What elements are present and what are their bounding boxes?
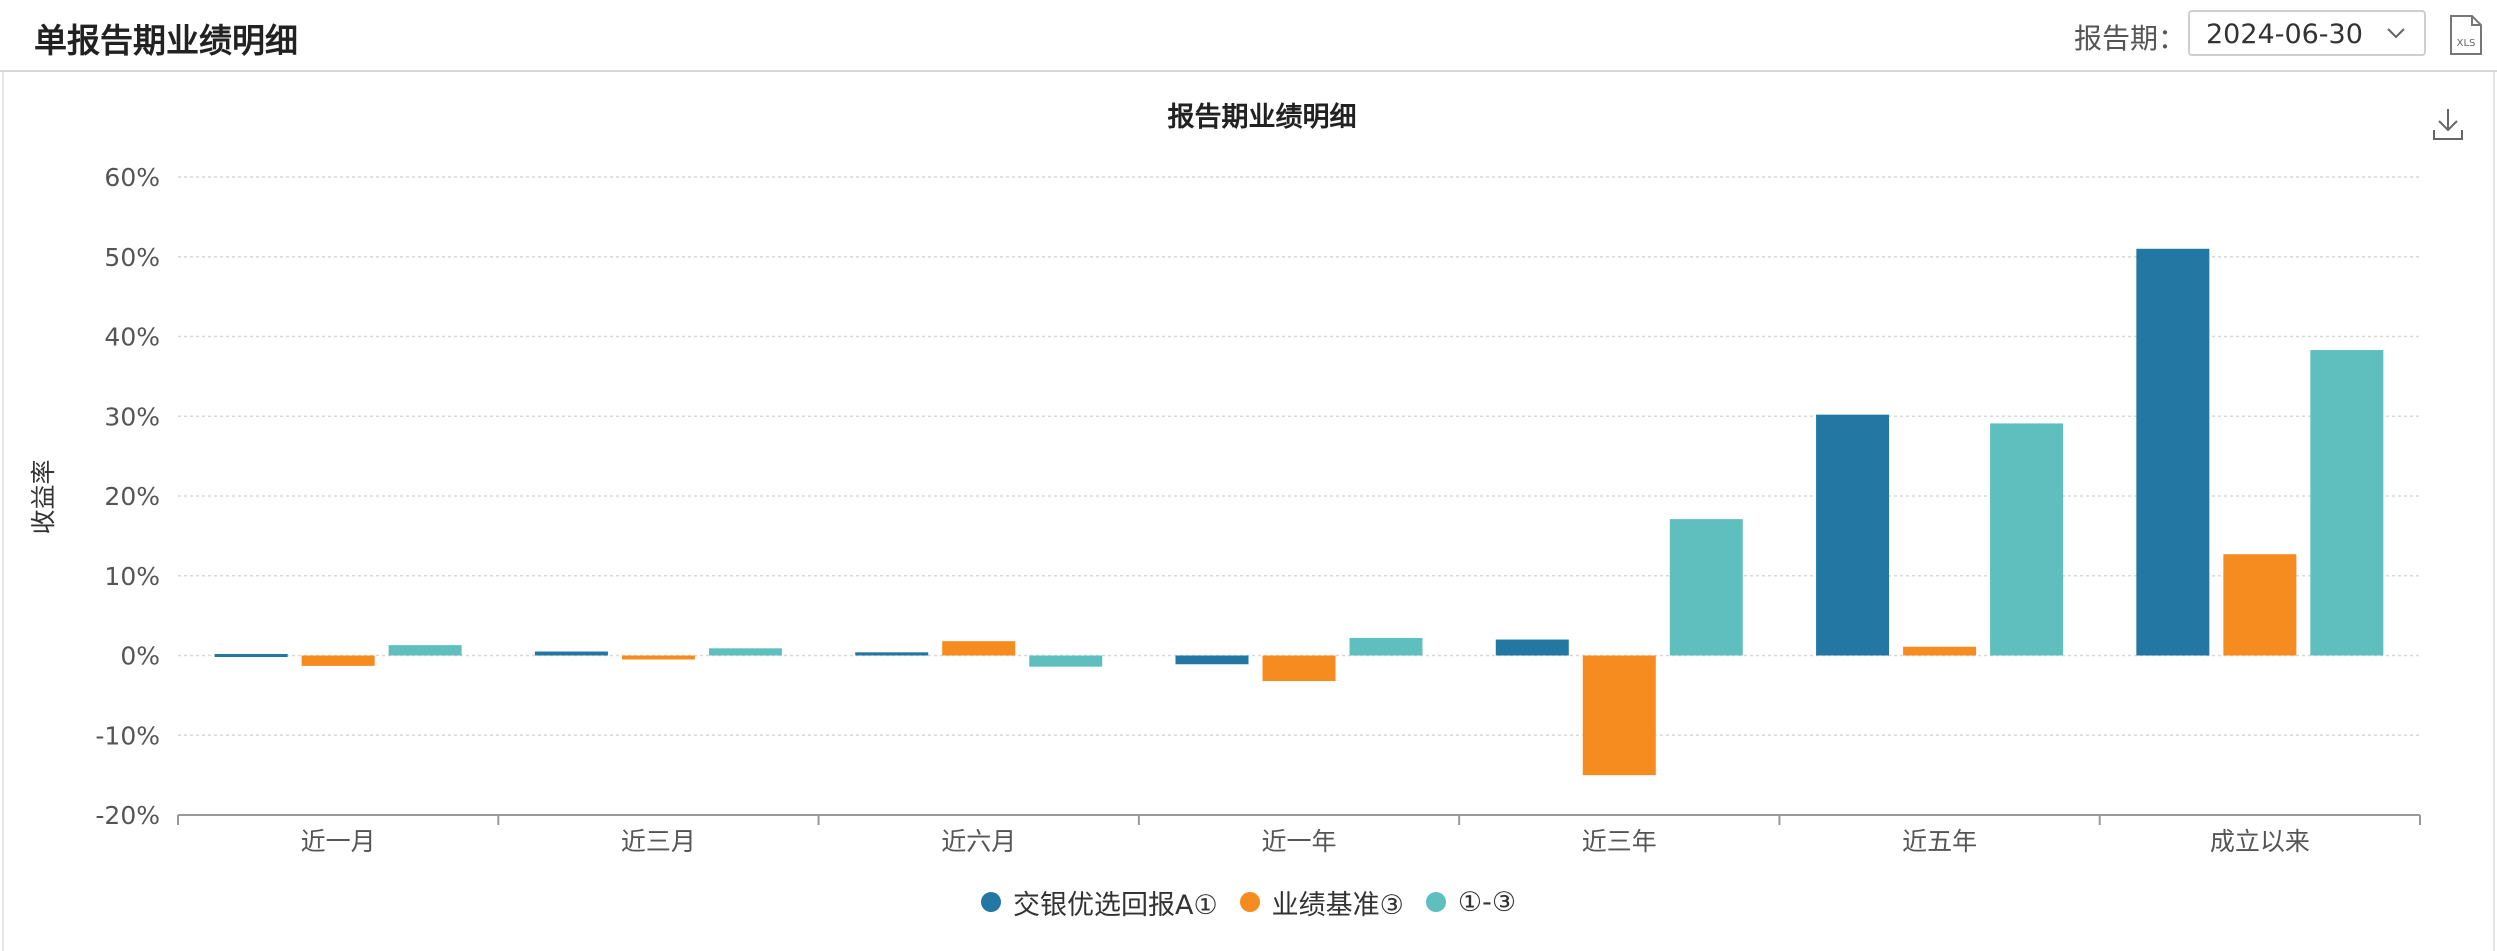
bar-3[interactable] [1349,637,1423,656]
x-tick-label: 近三月 [621,827,696,856]
bar-1[interactable] [534,651,608,656]
bar-1[interactable] [1495,639,1569,656]
bar-1[interactable] [1175,655,1249,665]
bar-3[interactable] [1669,519,1743,656]
period-value: 2024-06-30 [2206,19,2363,50]
chart-title: 报告期业绩明细 [1168,101,1357,133]
x-tick-label: 近五年 [1902,827,1977,856]
period-select[interactable]: 2024-06-30 [2188,10,2426,56]
y-tick-label: 0% [120,642,160,671]
legend-label-series1: 交银优选回报A① [1012,889,1218,921]
y-tick-label: 30% [104,402,160,431]
bar-3[interactable] [708,648,782,656]
x-tick-label: 近一月 [301,827,376,856]
legend-label-series3: ①-③ [1457,886,1517,918]
bar-2[interactable] [621,655,695,660]
bar-2[interactable] [1582,655,1656,776]
legend-dot-series1 [980,892,1001,912]
legend-item-series2[interactable]: 业绩基准③ [1239,883,1404,922]
legend-item-series1[interactable]: 交银优选回报A① [980,883,1218,922]
bar-3[interactable] [1990,423,2064,656]
x-tick-label: 近六月 [941,827,1016,856]
y-tick-label: 10% [104,562,160,591]
bar-1[interactable] [855,652,929,656]
chart-legend: 交银优选回报A① 业绩基准③ ①-③ [0,880,2497,924]
x-tick-label: 近一年 [1261,827,1336,856]
download-icon[interactable] [2431,106,2465,142]
legend-item-series3[interactable]: ①-③ [1425,886,1517,918]
bar-1[interactable] [2136,248,2210,656]
bar-1[interactable] [214,654,288,657]
xls-export-icon[interactable]: XLS [2448,14,2484,56]
bar-2[interactable] [1262,655,1336,682]
panel-title: 单报告期业绩明细 [34,21,298,60]
period-label: 报告期： [2074,22,2187,55]
y-tick-label: -10% [95,721,160,750]
bar-3[interactable] [388,645,462,656]
bar-2[interactable] [942,641,1016,656]
panel-header: 单报告期业绩明细 报告期： 2024-06-30 XLS [0,0,2497,72]
x-tick-label: 近三年 [1582,827,1657,856]
bar-1[interactable] [1816,414,1890,656]
y-tick-label: -20% [95,801,160,830]
bar-2[interactable] [1903,646,1977,656]
y-tick-label: 20% [104,482,160,511]
y-tick-label: 50% [104,243,160,272]
y-tick-label: 60% [104,163,160,192]
chevron-down-icon [2387,28,2405,39]
bar-3[interactable] [2310,350,2384,656]
x-tick-label: 成立以来 [2210,827,2310,856]
svg-text:XLS: XLS [2457,38,2476,49]
bar-2[interactable] [301,655,375,666]
y-tick-label: 40% [104,323,160,352]
legend-label-series2: 业绩基准③ [1271,889,1404,921]
bar-3[interactable] [1029,655,1103,667]
chart-panel [2,72,2495,951]
bar-2[interactable] [2223,554,2297,656]
legend-dot-series2 [1239,892,1260,912]
legend-dot-series3 [1425,892,1446,912]
y-axis-label: 收益率 [29,459,58,534]
